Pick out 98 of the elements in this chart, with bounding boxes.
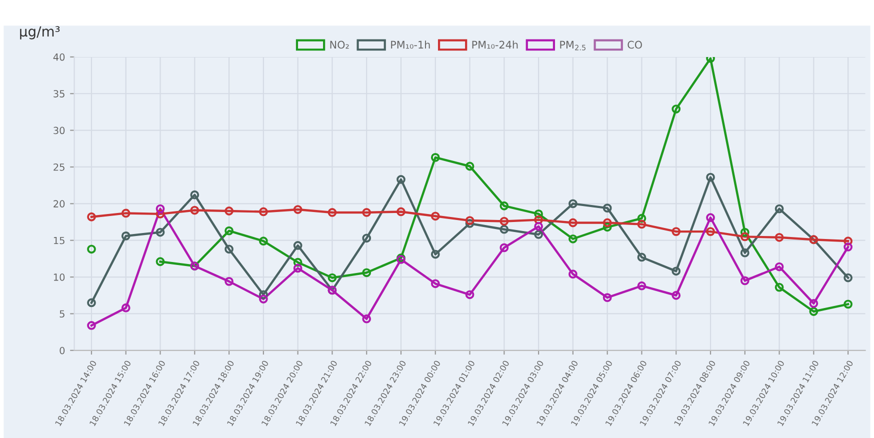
point xyxy=(328,208,337,217)
point xyxy=(190,190,200,200)
point xyxy=(156,204,165,214)
y-tick-label: 40 xyxy=(53,53,65,61)
point xyxy=(224,244,234,254)
point xyxy=(637,281,646,290)
point xyxy=(224,226,234,236)
y-tick-label: 15 xyxy=(54,236,64,244)
point xyxy=(121,208,130,218)
point xyxy=(362,314,372,324)
point xyxy=(396,207,406,216)
point xyxy=(672,290,681,300)
y-tick-label: 25 xyxy=(54,163,64,171)
point xyxy=(844,242,853,252)
y-tick-label: 10 xyxy=(54,274,65,281)
point xyxy=(190,206,200,215)
legend-label: PM$_{2.5}$ xyxy=(560,40,586,50)
point xyxy=(706,172,715,182)
point xyxy=(87,321,96,330)
legend-label: CO xyxy=(628,40,642,49)
point xyxy=(672,104,681,114)
point xyxy=(568,234,578,244)
point xyxy=(362,234,372,243)
point xyxy=(430,279,440,288)
point xyxy=(740,232,750,242)
legend-label: PM₁₀-1h xyxy=(391,40,430,49)
point xyxy=(602,204,612,213)
point xyxy=(156,228,165,237)
point xyxy=(87,212,96,222)
point xyxy=(602,222,612,232)
point xyxy=(293,205,302,214)
point xyxy=(465,290,474,300)
point xyxy=(844,273,853,282)
y-tick-label: 35 xyxy=(54,90,64,98)
point xyxy=(224,276,234,286)
y-tick-label: 20 xyxy=(54,200,65,208)
point xyxy=(602,293,612,302)
point xyxy=(774,232,784,242)
point xyxy=(774,204,784,214)
point xyxy=(740,276,750,286)
y-tick-label: 30 xyxy=(54,126,65,134)
point xyxy=(465,162,474,171)
point xyxy=(465,219,474,228)
point xyxy=(637,220,646,229)
point xyxy=(534,222,544,231)
point xyxy=(500,243,509,252)
point xyxy=(293,264,302,273)
y-axis-title: µg/m³ xyxy=(20,26,60,40)
point xyxy=(500,224,509,234)
point xyxy=(362,208,372,217)
point xyxy=(774,282,784,292)
point xyxy=(258,290,268,300)
point xyxy=(844,236,853,246)
point xyxy=(706,56,715,63)
point xyxy=(293,258,302,267)
point xyxy=(258,294,268,304)
point xyxy=(740,248,750,258)
point xyxy=(602,218,612,228)
y-tick-label: 5 xyxy=(60,310,64,318)
legend-label: PM₁₀-24h xyxy=(472,40,518,49)
point xyxy=(774,262,784,272)
point xyxy=(328,273,337,282)
point xyxy=(430,250,440,259)
point xyxy=(637,214,646,223)
point xyxy=(430,153,440,162)
point xyxy=(293,241,302,250)
point xyxy=(706,213,715,222)
point xyxy=(844,300,853,309)
point xyxy=(121,232,130,240)
point xyxy=(258,207,268,216)
point xyxy=(534,215,544,224)
point xyxy=(224,206,234,216)
point xyxy=(500,201,509,210)
point xyxy=(809,307,818,316)
point xyxy=(121,303,130,312)
point xyxy=(362,268,372,278)
point xyxy=(637,252,646,262)
point xyxy=(534,230,544,239)
point xyxy=(258,236,268,246)
point xyxy=(87,244,96,254)
point xyxy=(568,270,578,279)
point xyxy=(156,257,165,266)
point xyxy=(568,218,578,228)
point xyxy=(87,298,96,308)
point xyxy=(706,227,715,236)
point xyxy=(500,216,509,226)
point xyxy=(809,299,818,308)
point xyxy=(430,212,440,221)
point xyxy=(672,266,681,276)
point xyxy=(465,216,474,225)
point xyxy=(534,209,544,218)
point xyxy=(568,199,578,208)
point xyxy=(672,227,681,236)
y-tick-label: 0 xyxy=(60,346,65,354)
point xyxy=(740,228,750,237)
point xyxy=(396,175,406,184)
point xyxy=(156,209,165,218)
legend-label: NO₂ xyxy=(330,40,349,49)
